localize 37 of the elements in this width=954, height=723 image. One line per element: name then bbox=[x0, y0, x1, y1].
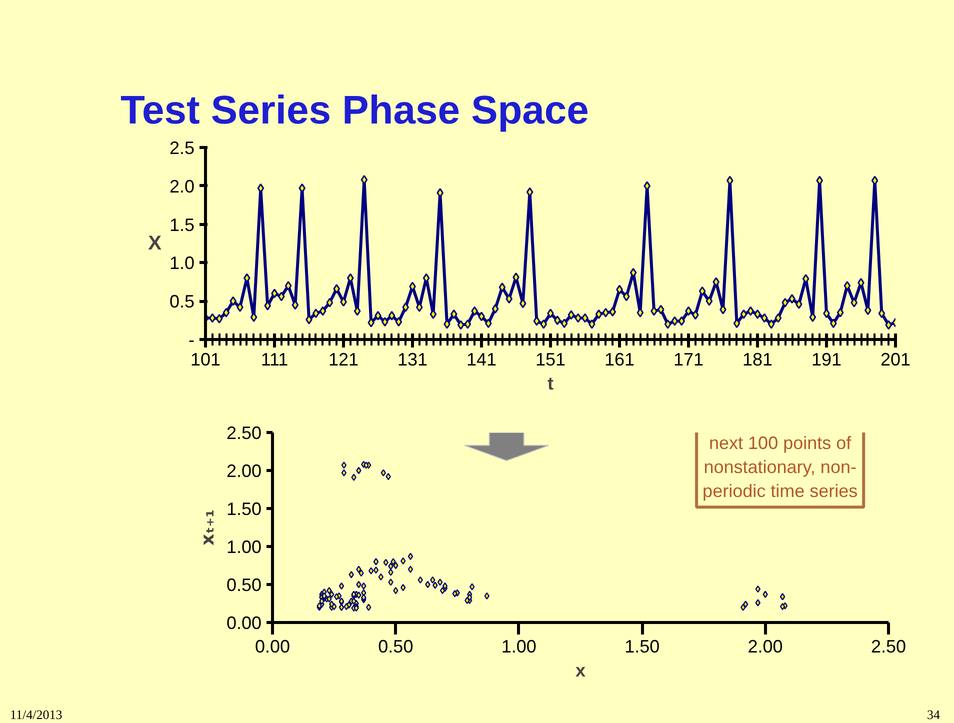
x-tick-label: 0.00 bbox=[254, 636, 290, 656]
x-tick-label: 191 bbox=[811, 350, 842, 370]
y-tick-label: 2.5 bbox=[169, 138, 195, 158]
y-axis-title: X bbox=[148, 232, 162, 254]
y-tick-label: 0.50 bbox=[226, 575, 262, 595]
x-tick-label: 201 bbox=[880, 350, 911, 370]
y-tick-label: 1.50 bbox=[226, 499, 262, 519]
y-tick-label: 2.00 bbox=[226, 461, 262, 481]
x-tick-label: 1.50 bbox=[624, 636, 660, 656]
x-tick-label: 141 bbox=[466, 350, 497, 370]
x-tick-label: 0.50 bbox=[378, 636, 414, 656]
y-tick-label: 2.0 bbox=[169, 176, 195, 196]
y-tick-label: 0.5 bbox=[169, 292, 195, 312]
y-tick-label: - bbox=[188, 330, 195, 350]
x-tick-label: 111 bbox=[260, 350, 288, 370]
text: 34 bbox=[927, 706, 940, 723]
x-tick-label: 151 bbox=[535, 350, 566, 370]
y-axis-title: xₜ₊₁ bbox=[197, 510, 218, 546]
x-tick-label: 2.00 bbox=[748, 636, 783, 656]
x-tick-label: 131 bbox=[397, 350, 428, 370]
x-tick-label: 161 bbox=[604, 350, 635, 370]
text: 11/4/2013 bbox=[10, 706, 62, 723]
x-tick-label: 121 bbox=[328, 350, 359, 370]
y-tick-label: 0.00 bbox=[226, 613, 262, 633]
y-tick-label: 1.00 bbox=[226, 537, 262, 557]
y-tick-label: 2.50 bbox=[226, 423, 262, 443]
annotation: next 100 points of nonstationary, non-periodic time series bbox=[702, 433, 858, 502]
x-tick-label: 101 bbox=[190, 350, 221, 370]
x-tick-label: 181 bbox=[742, 350, 773, 370]
x-tick-label: 171 bbox=[673, 350, 704, 370]
x-axis-title: t bbox=[548, 374, 554, 394]
chart-title: Test Series Phase Space bbox=[120, 88, 589, 132]
x-axis-title: x bbox=[575, 660, 586, 680]
x-tick-label: 1.00 bbox=[501, 636, 536, 656]
y-tick-label: 1.5 bbox=[169, 214, 195, 235]
y-tick-label: 1.0 bbox=[169, 253, 195, 274]
x-tick-label: 2.50 bbox=[870, 636, 906, 656]
